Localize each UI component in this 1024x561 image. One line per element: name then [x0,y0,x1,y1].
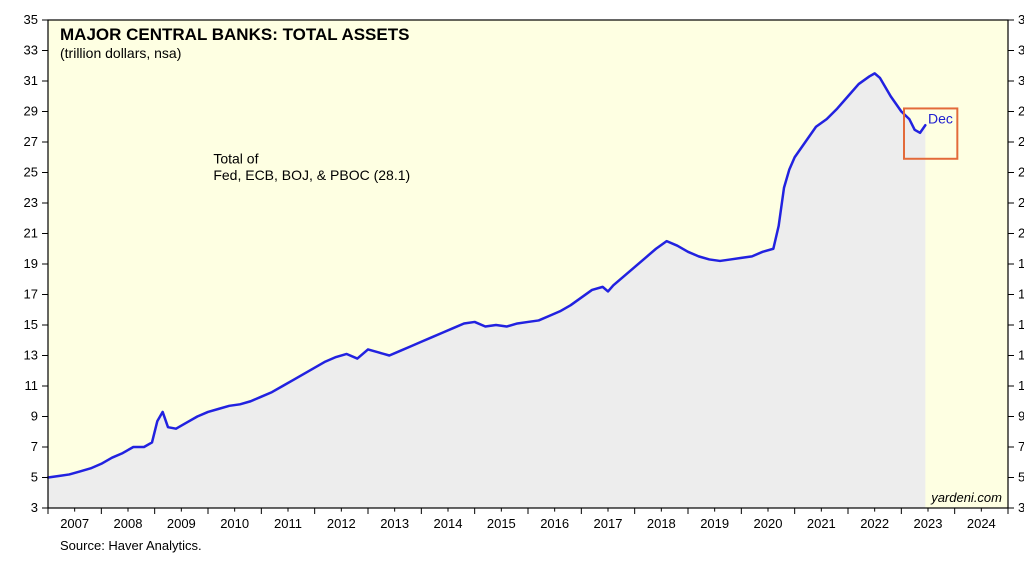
y-tick-label-right: 31 [1018,73,1024,88]
y-tick-label-left: 23 [24,195,38,210]
y-tick-label-right: 27 [1018,134,1024,149]
y-tick-label-left: 35 [24,12,38,27]
y-tick-label-left: 7 [31,439,38,454]
y-tick-label-left: 27 [24,134,38,149]
y-tick-label-right: 17 [1018,287,1024,302]
y-tick-label-right: 5 [1018,470,1024,485]
y-tick-label-right: 11 [1018,378,1024,393]
chart-svg: 3355779911111313151517171919212123232525… [0,0,1024,561]
y-tick-label-left: 29 [24,104,38,119]
annotation-line-1: Total of [213,150,258,166]
y-tick-label-right: 9 [1018,409,1024,424]
x-tick-label: 2009 [167,516,196,531]
x-tick-label: 2010 [220,516,249,531]
y-tick-label-left: 21 [24,226,38,241]
y-tick-label-right: 35 [1018,12,1024,27]
y-tick-label-left: 11 [25,378,39,393]
y-tick-label-right: 29 [1018,104,1024,119]
y-tick-label-right: 25 [1018,165,1024,180]
y-tick-label-left: 33 [24,43,38,58]
x-tick-label: 2007 [60,516,89,531]
y-tick-label-left: 17 [24,287,38,302]
y-tick-label-left: 31 [24,73,38,88]
y-tick-label-right: 23 [1018,195,1024,210]
y-tick-label-left: 5 [31,470,38,485]
y-tick-label-right: 21 [1018,226,1024,241]
y-tick-label-right: 13 [1018,348,1024,363]
x-tick-label: 2021 [807,516,836,531]
annotation-line-2: Fed, ECB, BOJ, & PBOC (28.1) [213,167,410,183]
x-tick-label: 2011 [274,516,302,531]
y-tick-label-left: 3 [31,500,38,515]
x-tick-label: 2016 [540,516,569,531]
y-tick-label-left: 15 [24,317,38,332]
x-tick-label: 2015 [487,516,516,531]
chart-subtitle: (trillion dollars, nsa) [60,45,181,61]
y-tick-label-right: 19 [1018,256,1024,271]
chart-title: MAJOR CENTRAL BANKS: TOTAL ASSETS [60,25,409,44]
y-tick-label-right: 3 [1018,500,1024,515]
watermark: yardeni.com [930,490,1002,505]
y-tick-label-left: 25 [24,165,38,180]
y-tick-label-right: 33 [1018,43,1024,58]
y-tick-label-left: 9 [31,409,38,424]
x-tick-label: 2024 [967,516,996,531]
y-tick-label-right: 7 [1018,439,1024,454]
x-tick-label: 2023 [914,516,943,531]
x-tick-label: 2008 [114,516,143,531]
x-tick-label: 2013 [380,516,409,531]
x-tick-label: 2019 [700,516,729,531]
source-label: Source: Haver Analytics. [60,538,202,553]
y-tick-label-right: 15 [1018,317,1024,332]
x-tick-label: 2018 [647,516,676,531]
end-point-label: Dec [928,111,953,127]
y-tick-label-left: 19 [24,256,38,271]
x-tick-label: 2012 [327,516,356,531]
x-tick-label: 2014 [434,516,463,531]
y-tick-label-left: 13 [24,348,38,363]
x-tick-label: 2022 [860,516,889,531]
x-tick-label: 2020 [754,516,783,531]
x-tick-label: 2017 [594,516,623,531]
